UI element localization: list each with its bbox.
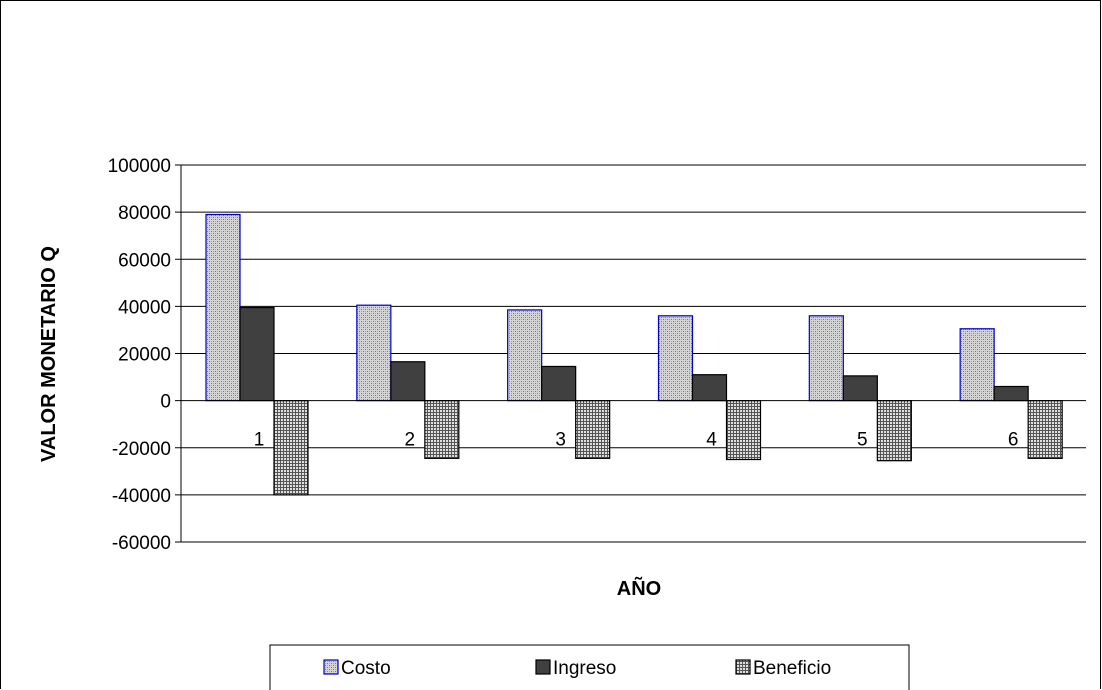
legend-label-ingreso: Ingreso <box>553 658 616 679</box>
y-tick-label: 60000 <box>118 250 171 271</box>
bar-beneficio-5 <box>876 400 912 462</box>
y-tick-label: 20000 <box>118 345 171 366</box>
bar-beneficio-4 <box>725 400 762 461</box>
bar-costo-5 <box>808 315 844 402</box>
y-tick-label: -60000 <box>112 533 171 554</box>
legend-swatch-beneficio <box>735 659 751 675</box>
y-axis-title: VALOR MONETARIO Q <box>38 246 60 462</box>
category-label: 6 <box>1008 430 1019 451</box>
y-tick-label: 40000 <box>118 297 171 318</box>
bar-costo-2 <box>356 304 392 402</box>
bar-ingreso-4 <box>691 374 728 402</box>
legend-swatch-ingreso <box>535 659 551 675</box>
category-label: 5 <box>857 430 868 451</box>
legend-box <box>269 644 910 690</box>
bar-beneficio-3 <box>575 400 611 459</box>
axes <box>180 165 1086 542</box>
bar-costo-4 <box>657 315 694 402</box>
bar-ingreso-3 <box>541 365 577 402</box>
y-tick-label: 100000 <box>108 156 171 177</box>
bars <box>205 213 1063 496</box>
y-tick-label: 0 <box>160 392 171 413</box>
bar-costo-6 <box>959 328 995 402</box>
bar-beneficio-1 <box>273 400 309 496</box>
category-label: 3 <box>555 430 566 451</box>
category-label: 1 <box>254 430 265 451</box>
bar-ingreso-5 <box>842 375 878 402</box>
legend-swatch-costo <box>323 659 339 675</box>
legend: Costo Ingreso Beneficio <box>269 644 910 690</box>
bar-ingreso-6 <box>993 385 1029 402</box>
y-tick-label: -20000 <box>112 439 171 460</box>
bar-beneficio-6 <box>1027 400 1063 459</box>
category-labels: 1 2 3 4 5 6 <box>254 430 1019 451</box>
category-label: 4 <box>706 430 717 451</box>
x-axis-title: AÑO <box>617 577 661 600</box>
category-label: 2 <box>405 430 416 451</box>
bar-costo-1 <box>205 213 241 402</box>
bar-ingreso-2 <box>390 361 426 402</box>
y-tick-label: 80000 <box>118 203 171 224</box>
gridlines <box>181 164 1086 543</box>
bar-ingreso-1 <box>239 306 275 402</box>
y-axis-ticks: 100000 80000 60000 40000 20000 0 -20000 -40000 -… <box>108 156 181 554</box>
legend-label-costo: Costo <box>341 658 391 679</box>
y-tick-label: -40000 <box>112 486 171 507</box>
legend-label-beneficio: Beneficio <box>753 658 831 679</box>
bar-costo-3 <box>507 309 543 402</box>
bar-beneficio-2 <box>424 400 460 459</box>
